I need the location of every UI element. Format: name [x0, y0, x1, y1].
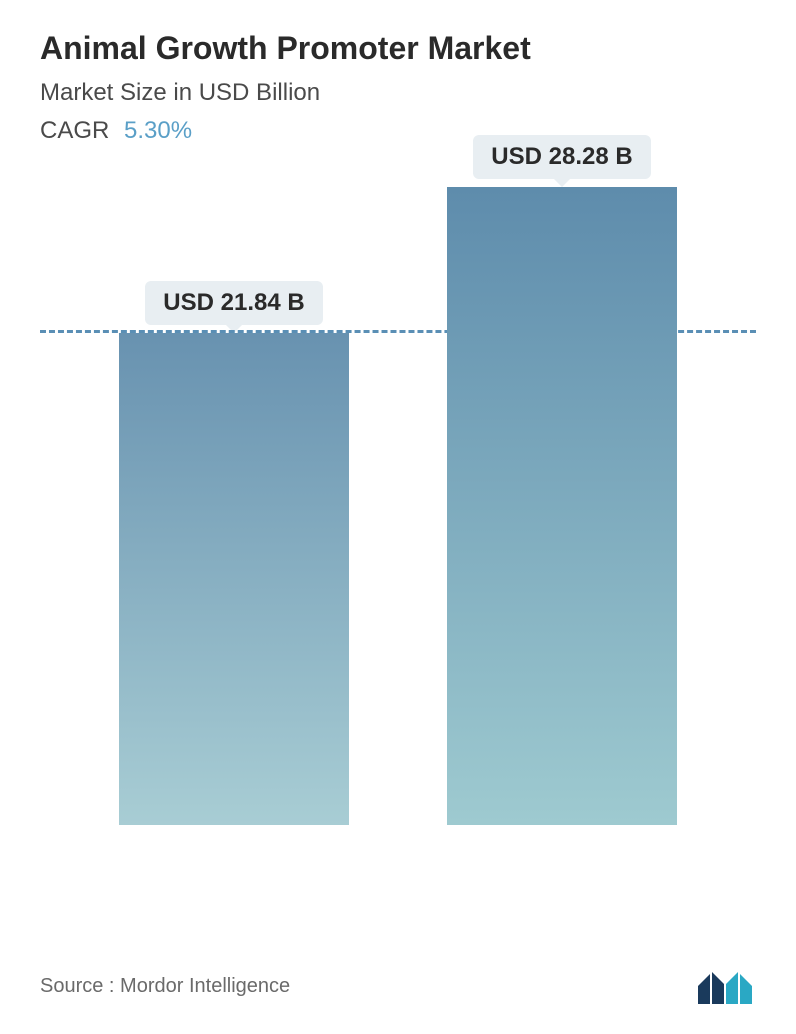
chart-container: Animal Growth Promoter Market Market Siz…	[0, 0, 796, 1034]
source-label: Source :	[40, 975, 114, 997]
cagr-value: 5.30%	[124, 117, 192, 144]
bar-group-2030: USD 28.28 B2030	[432, 135, 692, 825]
chart-title: Animal Growth Promoter Market	[40, 30, 756, 67]
cagr-label: CAGR	[40, 117, 109, 144]
chart-area: USD 21.84 B2025USD 28.28 B2030	[40, 185, 756, 885]
bar-group-2025: USD 21.84 B2025	[104, 281, 364, 825]
source-value: Mordor Intelligence	[120, 975, 290, 997]
bars-wrapper: USD 21.84 B2025USD 28.28 B2030	[40, 185, 756, 825]
bar	[447, 187, 677, 825]
bar-value-label: USD 28.28 B	[473, 135, 650, 179]
bar-value-label: USD 21.84 B	[145, 281, 322, 325]
source-text: Source : Mordor Intelligence	[40, 975, 290, 998]
chart-subtitle: Market Size in USD Billion	[40, 79, 756, 107]
footer: Source : Mordor Intelligence	[40, 966, 756, 1006]
brand-logo	[696, 966, 756, 1006]
bar	[119, 333, 349, 825]
